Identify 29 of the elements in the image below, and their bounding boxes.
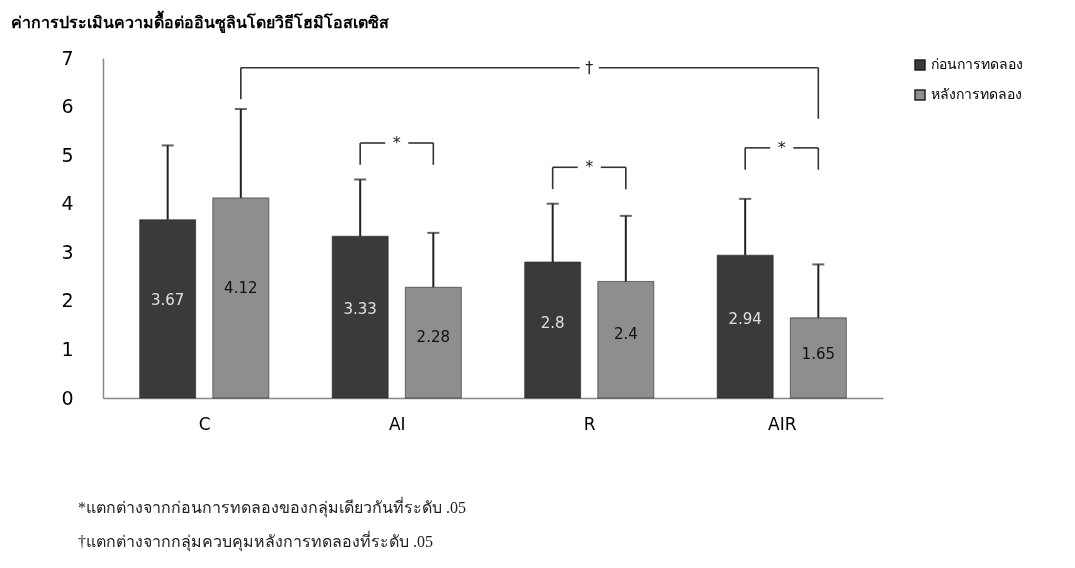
y-tick-label: 2: [61, 289, 74, 312]
annotation: *: [392, 133, 401, 152]
data-label: 3.67: [150, 290, 185, 309]
data-label: 2.28: [416, 328, 451, 347]
text: *แตกต่างจากก่อนการทดลองของกลุ่มเดียวกันที่ระดับ .05: [78, 496, 466, 518]
x-tick-label: AI: [388, 413, 406, 434]
y-tick-label: 6: [61, 95, 74, 118]
data-label: 3.33: [343, 300, 377, 319]
data-label: 4.12: [224, 278, 258, 297]
annotation: †: [585, 57, 594, 77]
y-tick-label: 7: [61, 46, 74, 69]
x-tick-label: AIR: [768, 413, 797, 434]
text: †แตกต่างจากกลุ่มควบคุมหลังการทดลองที่ระดับ .05: [78, 530, 433, 552]
chart-title: ค่าการประเมินความดื้อต่ออินซูลินโดยวิธีโฮมิโอสเตซิส: [10, 10, 389, 34]
legend-label: ก่อนการทดลอง: [931, 56, 1023, 72]
annotation: *: [585, 157, 594, 177]
y-tick-label: 1: [61, 337, 74, 360]
data-label: 1.65: [801, 344, 836, 363]
y-tick-label: 0: [61, 386, 74, 409]
x-tick-label: R: [583, 413, 596, 434]
annotation: *: [777, 137, 786, 157]
legend-label: หลังการทดลอง: [931, 86, 1022, 102]
data-label: 2.4: [613, 324, 638, 343]
y-tick-label: 5: [61, 143, 74, 166]
y-tick-label: 4: [61, 192, 74, 215]
data-label: 2.8: [540, 314, 565, 333]
y-tick-label: 3: [61, 240, 74, 263]
x-tick-label: C: [198, 413, 211, 434]
data-label: 2.94: [728, 310, 762, 329]
